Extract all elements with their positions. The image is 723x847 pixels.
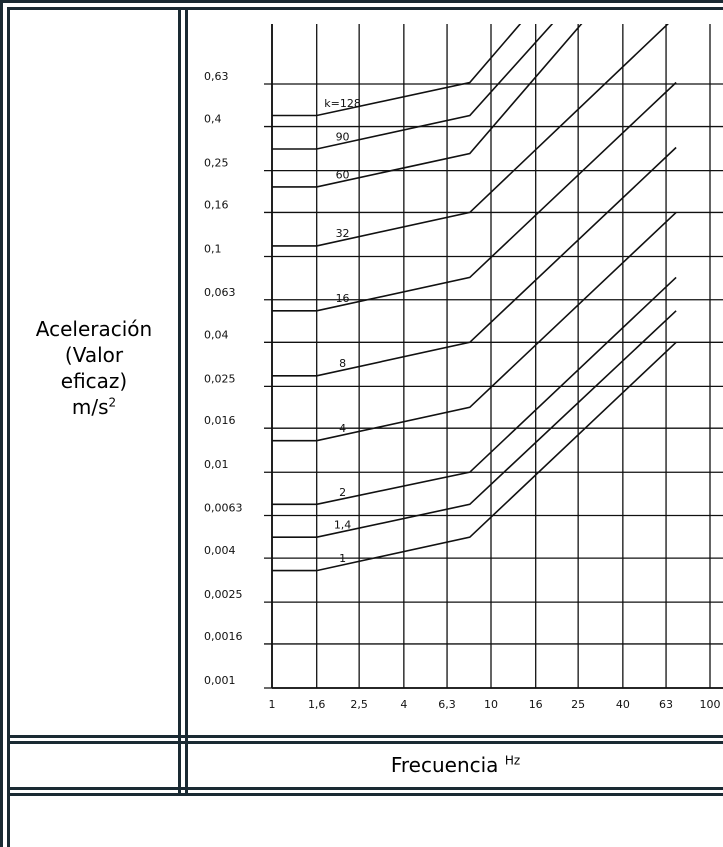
- series-label: 16: [336, 292, 350, 305]
- series-label: 1,4: [334, 519, 352, 532]
- x-tick-label: 2,5: [350, 698, 368, 711]
- row-divider-d: [7, 793, 723, 796]
- y-axis-unit-exponent: 2: [108, 395, 117, 410]
- acceleration-frequency-chart: 1 1,6 2,5 4 6,3 10 16 25 40 63 1000,630,40,250,160…: [204, 24, 723, 711]
- x-tick-label: 40: [616, 698, 630, 711]
- y-tick-label: 0,063: [204, 286, 236, 299]
- series-line: [272, 24, 554, 150]
- series-label: 1: [339, 552, 346, 565]
- row-divider-a: [7, 735, 723, 738]
- y-axis-label-cell: Aceleración (Valor eficaz) m/s2: [10, 316, 178, 420]
- x-tick-label: 16: [529, 698, 543, 711]
- border-left-inner: [7, 7, 10, 847]
- x-tick-label: 63: [659, 698, 673, 711]
- series-line: [272, 341, 677, 572]
- border-top: [0, 0, 723, 3]
- y-axis-label-line3: eficaz): [60, 369, 128, 393]
- series-line: [272, 211, 677, 442]
- y-tick-label: 0,25: [204, 157, 229, 170]
- series-line: [272, 146, 677, 377]
- x-tick-label: 25: [571, 698, 585, 711]
- row-divider-c: [7, 787, 723, 790]
- y-axis-label-line1: Aceleración: [35, 317, 153, 341]
- y-tick-label: 0,0063: [204, 502, 243, 515]
- border-left-outer: [0, 0, 3, 847]
- series-line: [272, 24, 583, 188]
- x-axis-label: Frecuencia: [390, 753, 499, 777]
- y-tick-label: 0,025: [204, 372, 236, 385]
- series-line: [272, 24, 669, 247]
- series-label: 90: [336, 130, 350, 143]
- y-tick-label: 0,0025: [204, 588, 243, 601]
- column-divider-b: [185, 7, 188, 793]
- y-tick-label: 0,016: [204, 414, 236, 427]
- y-axis-unit: m/s2: [10, 394, 178, 420]
- series-line: [272, 81, 677, 312]
- y-tick-label: 0,004: [204, 544, 236, 557]
- y-tick-label: 0,63: [204, 70, 229, 83]
- y-tick-label: 0,16: [204, 198, 229, 211]
- y-axis-label-line2: (Valor: [64, 343, 124, 367]
- x-tick-label: 100: [700, 698, 721, 711]
- series-label: 32: [336, 227, 350, 240]
- y-tick-label: 0,0016: [204, 630, 243, 643]
- y-tick-label: 0,001: [204, 674, 236, 687]
- y-tick-label: 0,01: [204, 458, 229, 471]
- y-tick-label: 0,1: [204, 242, 222, 255]
- series-label: 4: [339, 422, 346, 435]
- series-label: 2: [339, 486, 346, 499]
- x-tick-label: 6,3: [438, 698, 456, 711]
- y-tick-label: 0,4: [204, 113, 222, 126]
- series-label: 8: [339, 357, 346, 370]
- y-tick-label: 0,04: [204, 328, 229, 341]
- y-axis-unit-base: m/s: [71, 395, 109, 419]
- series-line: [272, 310, 677, 539]
- series-line: [272, 276, 677, 506]
- x-axis-unit: Hz: [504, 753, 521, 768]
- row-divider-b: [7, 741, 723, 744]
- x-tick-label: 1,6: [308, 698, 326, 711]
- x-axis-label-cell: Frecuencia Hz: [188, 752, 723, 778]
- series-line: [272, 24, 522, 117]
- x-tick-label: 1: [269, 698, 276, 711]
- series-label: k=128: [324, 97, 361, 110]
- x-tick-label: 10: [484, 698, 498, 711]
- column-divider-a: [178, 7, 181, 793]
- series-label: 60: [336, 168, 350, 181]
- border-top-inner: [7, 7, 723, 10]
- x-tick-label: 4: [400, 698, 407, 711]
